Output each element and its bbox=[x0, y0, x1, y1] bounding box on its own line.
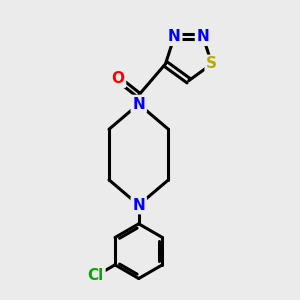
Text: S: S bbox=[206, 56, 217, 71]
Text: N: N bbox=[168, 29, 181, 44]
Text: N: N bbox=[196, 29, 209, 44]
Text: O: O bbox=[111, 71, 124, 86]
Text: N: N bbox=[132, 198, 145, 213]
Text: Cl: Cl bbox=[88, 268, 104, 284]
Text: N: N bbox=[132, 97, 145, 112]
